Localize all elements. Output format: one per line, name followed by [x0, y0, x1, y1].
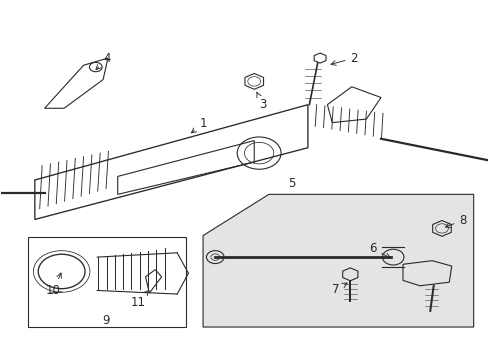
Text: 10: 10	[46, 273, 61, 297]
Text: 7: 7	[332, 283, 346, 296]
Text: 2: 2	[330, 51, 357, 65]
Bar	[27, 237, 185, 327]
Text: 5: 5	[288, 177, 295, 190]
Text: 3: 3	[256, 93, 266, 111]
Text: 4: 4	[96, 51, 110, 70]
Text: 8: 8	[445, 214, 466, 228]
Polygon shape	[203, 194, 473, 327]
Text: 6: 6	[368, 242, 389, 258]
Text: 9: 9	[102, 314, 109, 327]
Text: 1: 1	[191, 117, 206, 133]
Text: 11: 11	[130, 291, 148, 309]
